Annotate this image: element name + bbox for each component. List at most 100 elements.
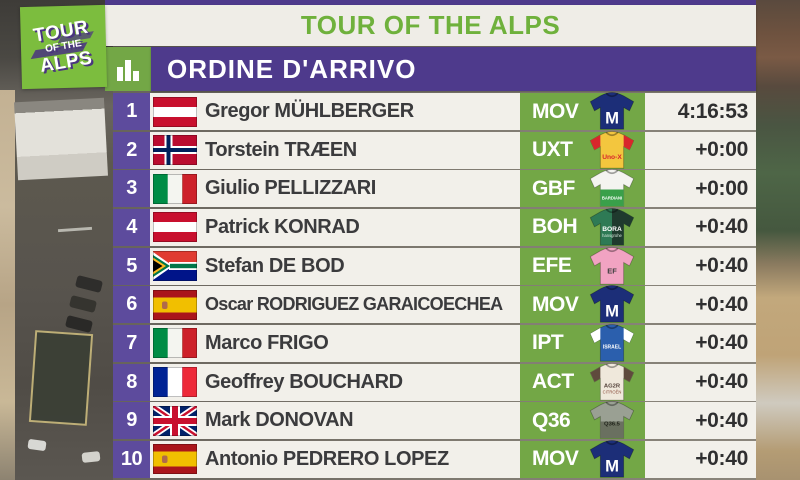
results-header-bar: ORDINE D'ARRIVO [151,47,756,91]
time-gap: +0:40 [695,254,748,278]
rider-name: Mark DONOVAN [205,409,354,432]
rider-cell: Antonio PEDRERO LOPEZ [150,440,520,478]
time-gap: +0:40 [695,215,748,239]
flag-spain-icon [153,444,197,475]
time-gap: +0:00 [695,176,748,200]
rider-cell: Geoffrey BOUCHARD [150,363,520,401]
svg-text:Uno-X: Uno-X [602,154,622,161]
table-row: 10 Antonio PEDRERO LOPEZ MOV M +0:40 [113,439,756,478]
jersey-movistar-icon: M [587,437,637,479]
jersey-movistar-icon: M [587,282,637,324]
team-code: MOV [532,292,579,316]
rank-number: 2 [126,138,137,161]
jersey-ef-education-icon: EF [587,244,637,286]
svg-text:EF: EF [607,266,617,275]
rank-cell: 9 [113,402,150,440]
flag-italy-icon [153,173,197,204]
time-cell: 4:16:53 [645,93,756,130]
time-cell: +0:00 [645,170,756,208]
svg-text:ISRAEL: ISRAEL [603,345,621,351]
svg-text:M: M [605,302,619,321]
flag-france-icon [153,367,197,398]
flag-austria-icon [153,96,197,127]
svg-text:Q36.5: Q36.5 [604,422,621,428]
header-bar: TOUR OF THE ALPS [105,5,756,46]
time-gap: 4:16:53 [677,99,749,123]
rider-name: Torstein TRÆEN [205,138,357,161]
time-cell: +0:40 [645,324,756,362]
rider-name: Geoffrey BOUCHARD [205,370,403,393]
table-row: 2 Torstein TRÆEN UXT Uno-X +0:00 [113,130,756,169]
header-top-border [105,0,756,6]
rider-cell: Giulio PELLIZZARI [150,170,520,208]
team-code: BOH [532,215,578,239]
rank-number: 8 [126,370,137,393]
rider-name: Giulio PELLIZZARI [205,177,376,200]
flag-spain-icon [153,289,197,320]
time-gap: +0:40 [695,331,748,355]
rank-cell: 6 [113,286,150,324]
team-cell: IPT ISRAEL [520,323,645,362]
rank-number: 7 [126,331,137,354]
jersey-bora-hansgrohe-icon: BORA hansgrohe [587,205,637,247]
team-cell: MOV M [520,285,645,324]
svg-text:CITROËN: CITROËN [603,389,622,394]
team-code: GBF [532,176,575,200]
rank-cell: 7 [113,324,150,362]
team-cell: MOV M [520,92,645,130]
background-aerial-right [756,0,800,480]
rank-number: 1 [126,100,137,122]
time-gap: +0:40 [695,292,748,316]
jersey-green-project-bardiani-icon: BARDIANI [587,166,637,208]
team-code: UXT [532,138,573,162]
flag-italy-icon [153,328,197,359]
table-row: 4 Patrick KONRAD BOH BORA hansgrohe +0:40 [113,208,756,246]
rider-name: Marco FRIGO [205,331,329,354]
rank-cell: 8 [113,363,150,401]
time-cell: +0:40 [645,440,756,478]
rank-cell: 3 [113,170,150,208]
time-cell: +0:40 [645,402,756,440]
team-cell: ACT AG2R CITROËN [520,362,645,401]
table-row: 5 Stefan DE BOD EFE EF +0:40 [113,246,756,285]
time-cell: +0:40 [645,247,756,285]
rider-name: Oscar RODRIGUEZ GARAICOECHEA [205,294,503,315]
rider-cell: Mark DONOVAN [150,402,520,440]
tour-of-the-alps-logo: TOUR OF THE ALPS [19,4,108,90]
time-gap: +0:40 [695,447,748,471]
team-code: MOV [532,99,579,123]
page-title: TOUR OF THE ALPS [300,10,561,40]
flag-south-africa-icon [153,251,197,282]
rider-name: Gregor MÜHLBERGER [205,100,414,122]
svg-text:AG2R: AG2R [604,383,621,389]
team-cell: GBF BARDIANI [520,169,645,208]
rank-cell: 10 [113,440,150,478]
team-cell: BOH BORA hansgrohe [520,208,645,246]
rider-name: Stefan DE BOD [205,254,345,277]
rider-cell: Torstein TRÆEN [150,131,520,169]
team-code: EFE [532,254,572,278]
table-row: 9 Mark DONOVAN Q36 Q36.5 +0:40 [113,401,756,440]
background-buildings-edge [0,90,15,480]
rider-name: Antonio PEDRERO LOPEZ [205,447,449,470]
rider-cell: Stefan DE BOD [150,247,520,285]
jersey-q36-5-icon: Q36.5 [587,398,637,440]
team-code: IPT [532,331,564,355]
rider-cell: Patrick KONRAD [150,208,520,246]
table-row: 1 Gregor MÜHLBERGER MOV M 4:16:53 [113,92,756,130]
rider-cell: Marco FRIGO [150,324,520,362]
team-code: Q36 [532,408,571,432]
rank-cell: 4 [113,208,150,246]
rank-number: 10 [120,447,143,470]
table-row: 7 Marco FRIGO IPT ISRAEL +0:40 [113,323,756,362]
results-title: ORDINE D'ARRIVO [167,53,417,84]
team-code: MOV [532,447,579,471]
svg-text:BORA: BORA [602,226,622,233]
rider-name: Patrick KONRAD [205,215,360,238]
rank-number: 5 [126,254,137,277]
team-cell: EFE EF [520,246,645,285]
time-gap: +0:00 [695,138,748,162]
svg-text:M: M [605,108,619,127]
